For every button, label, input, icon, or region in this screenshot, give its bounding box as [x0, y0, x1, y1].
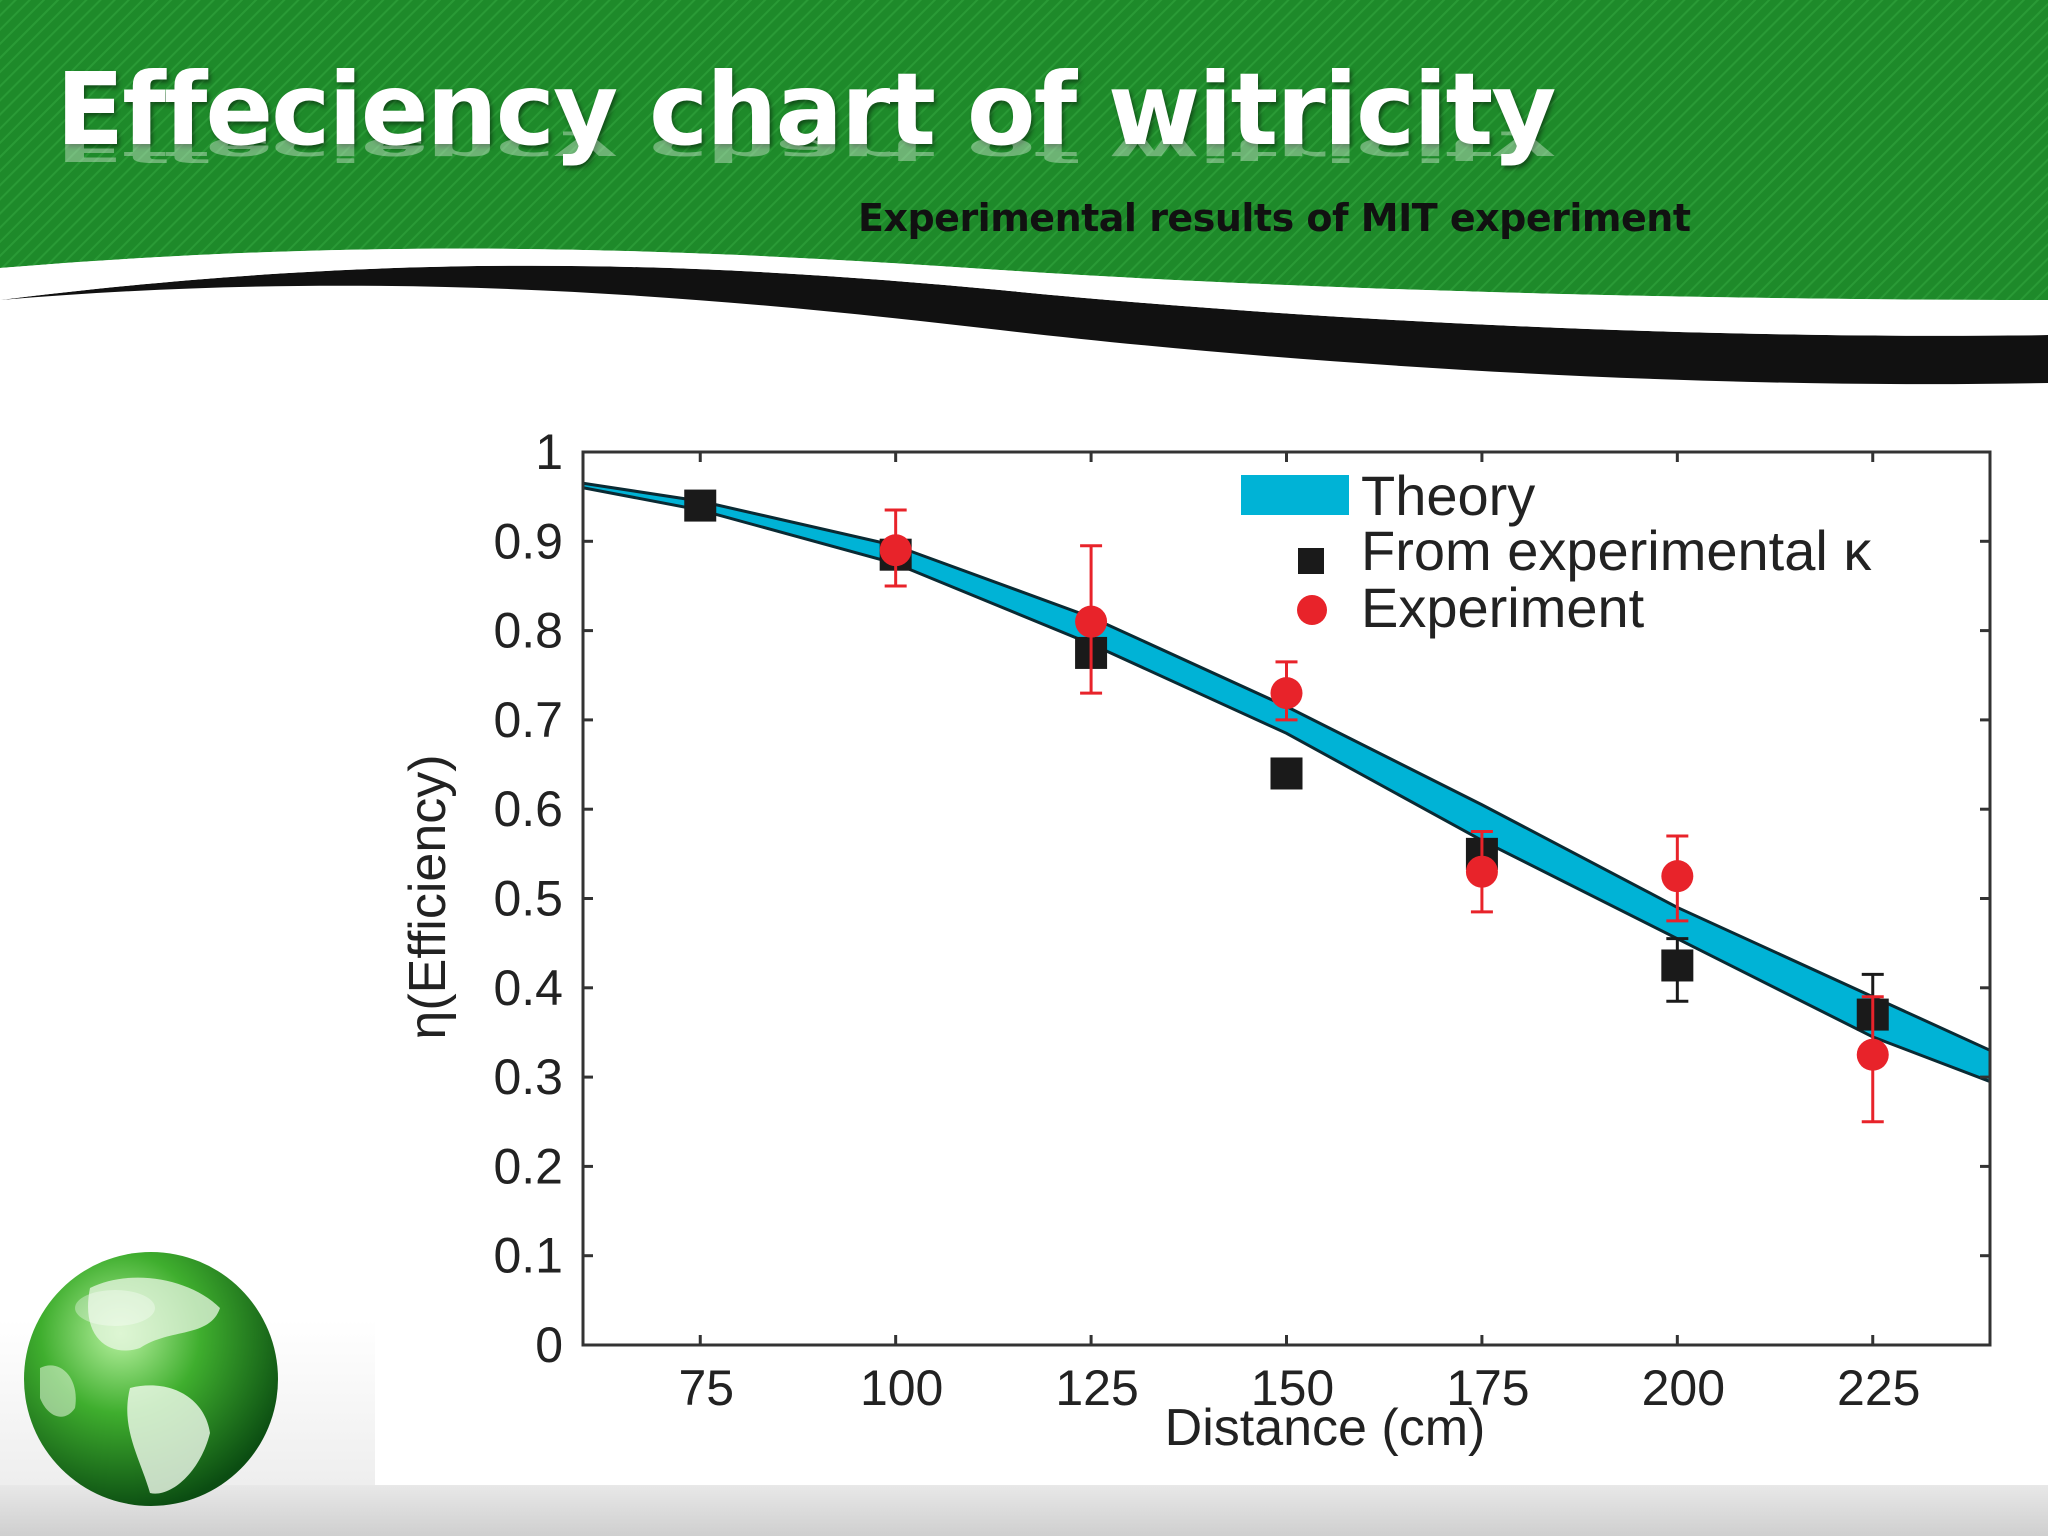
data-point-circle [1465, 855, 1498, 888]
x-axis-label: Distance (cm) [1165, 1399, 1486, 1457]
legend: Theory From experimental κ Experiment [1241, 464, 1872, 639]
x-tick-label: 175 [1446, 1360, 1529, 1416]
footer-bar [0, 1485, 2048, 1536]
y-tick-label: 0.1 [493, 1228, 563, 1284]
slide-title: Effeciency chart of witricity [56, 51, 1556, 168]
y-tick-label: 0.6 [493, 781, 563, 837]
x-tick-label: 100 [860, 1360, 943, 1416]
y-tick-label: 0.5 [493, 871, 563, 927]
x-tick-label: 225 [1837, 1360, 1920, 1416]
header-white-swoosh [0, 248, 2048, 336]
data-point-circle [1856, 1038, 1889, 1071]
data-point-circle [879, 534, 912, 567]
y-tick-label: 0.3 [493, 1049, 563, 1105]
data-point-circle [1270, 677, 1303, 710]
legend-square-marker [1298, 548, 1324, 574]
y-tick-label: 0.7 [493, 692, 563, 748]
plot-frame [581, 450, 1992, 1347]
y-tick-label: 0.4 [493, 960, 563, 1016]
legend-square-label: From experimental κ [1361, 519, 1872, 582]
chart-panel: 75 100 125 150 175 200 225 0 0.1 0.2 0.3 0.4 0.5 0.6 0… [375, 405, 2048, 1485]
header-black-swoosh [0, 265, 2048, 385]
globe-icon [24, 1252, 278, 1506]
header-green-band [0, 0, 2048, 300]
data-point-circle [1661, 860, 1694, 893]
data-point-square [684, 489, 717, 522]
slide-subtitle: Experimental results of MIT experiment [858, 196, 1691, 240]
y-axis-label: η(Efficiency) [399, 754, 457, 1039]
x-tick-label: 150 [1251, 1360, 1334, 1416]
x-tick-label: 75 [678, 1360, 734, 1416]
data-point-square [1661, 949, 1694, 982]
y-tick-label: 0.9 [493, 513, 563, 569]
y-tick-label: 0.8 [493, 603, 563, 659]
data-point-square [1270, 757, 1303, 790]
data-point-circle [1075, 605, 1108, 638]
legend-circle-marker [1297, 595, 1327, 625]
legend-theory-swatch [1241, 475, 1349, 515]
y-tick-label: 0 [535, 1317, 563, 1373]
legend-theory-label: Theory [1361, 464, 1535, 527]
efficiency-chart: 75 100 125 150 175 200 225 0 0.1 0.2 0.3 0.4 0.5 0.6 0… [399, 424, 1992, 1457]
y-tick-label: 0.2 [493, 1138, 563, 1194]
y-tick-label: 1 [535, 424, 563, 480]
slide-header [0, 0, 2048, 385]
legend-circle-label: Experiment [1361, 576, 1645, 639]
x-tick-label: 125 [1055, 1360, 1138, 1416]
x-tick-label: 200 [1642, 1360, 1725, 1416]
